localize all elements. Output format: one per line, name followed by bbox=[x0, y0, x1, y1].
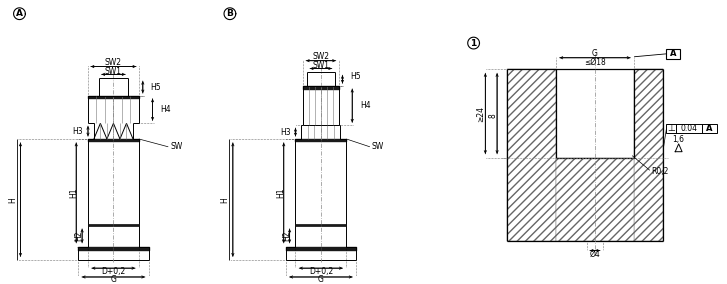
Text: H2: H2 bbox=[282, 231, 292, 241]
Text: H1: H1 bbox=[69, 187, 78, 198]
Text: H3: H3 bbox=[73, 127, 83, 136]
Text: H3: H3 bbox=[280, 128, 291, 137]
Bar bbox=[634, 70, 664, 241]
Text: SW1: SW1 bbox=[313, 61, 329, 70]
Text: 1,6: 1,6 bbox=[672, 135, 684, 145]
Bar bbox=[667, 124, 718, 133]
Bar bbox=[667, 49, 680, 59]
Text: SW1: SW1 bbox=[105, 67, 122, 76]
Text: H: H bbox=[220, 197, 230, 202]
Text: D+0,2: D+0,2 bbox=[309, 267, 333, 275]
Text: G: G bbox=[318, 275, 324, 284]
Text: H2: H2 bbox=[75, 231, 84, 241]
Text: Ø4: Ø4 bbox=[590, 250, 601, 259]
Text: 1: 1 bbox=[470, 39, 477, 47]
Text: H5: H5 bbox=[350, 72, 361, 81]
Text: ≤Ø18: ≤Ø18 bbox=[584, 58, 606, 67]
Text: R0,2: R0,2 bbox=[651, 167, 669, 176]
Text: B: B bbox=[227, 9, 233, 18]
Text: H4: H4 bbox=[360, 101, 371, 110]
Text: A: A bbox=[706, 124, 712, 133]
Text: G: G bbox=[592, 49, 598, 58]
Text: ⊥: ⊥ bbox=[667, 124, 675, 133]
Text: 0.04: 0.04 bbox=[680, 124, 697, 133]
Text: H1: H1 bbox=[276, 187, 285, 198]
Text: H: H bbox=[8, 197, 17, 202]
Text: ≥24: ≥24 bbox=[476, 106, 485, 122]
Bar bbox=[507, 70, 556, 241]
Text: 8: 8 bbox=[489, 114, 498, 118]
Text: SW2: SW2 bbox=[313, 52, 329, 61]
Text: A: A bbox=[16, 9, 23, 18]
Text: SW: SW bbox=[371, 142, 384, 151]
Text: SW2: SW2 bbox=[105, 58, 122, 67]
Text: G: G bbox=[111, 275, 116, 284]
Text: H5: H5 bbox=[150, 83, 161, 92]
Text: A: A bbox=[670, 49, 677, 58]
Text: SW: SW bbox=[170, 142, 182, 151]
Text: H4: H4 bbox=[161, 105, 171, 114]
Text: D+0,2: D+0,2 bbox=[101, 267, 126, 275]
Bar bbox=[556, 158, 634, 241]
